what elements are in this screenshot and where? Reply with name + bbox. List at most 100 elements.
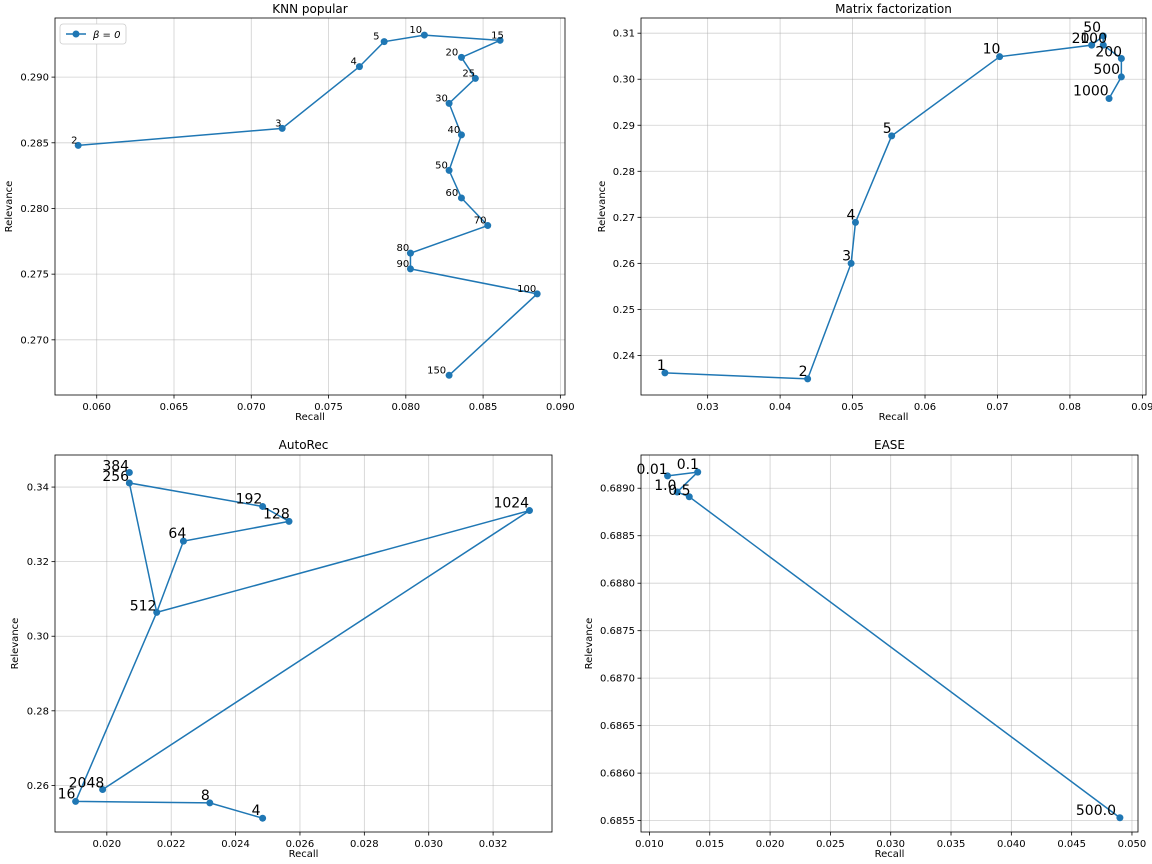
axes-frame — [640, 454, 1139, 833]
point-label: 4 — [252, 803, 261, 819]
y-tick-label: 0.24 — [613, 351, 635, 362]
point-label: 0.5 — [668, 483, 690, 499]
point-label: 5 — [373, 32, 379, 43]
axes-frame — [54, 454, 553, 833]
x-tick-label: 0.050 — [1118, 839, 1147, 850]
x-tick-label: 0.025 — [816, 839, 845, 850]
y-tick-label: 0.270 — [20, 335, 49, 346]
chart-title: EASE — [874, 438, 905, 452]
x-tick-label: 0.07 — [986, 402, 1008, 413]
data-point — [533, 290, 541, 298]
point-label: 5 — [883, 121, 892, 137]
data-point — [664, 472, 672, 480]
y-tick-label: 0.30 — [27, 632, 49, 643]
point-label: 128 — [263, 506, 290, 522]
x-tick-label: 0.020 — [93, 839, 122, 850]
data-point — [888, 132, 896, 140]
y-tick-label: 0.29 — [613, 121, 635, 132]
data-point — [525, 507, 533, 515]
y-tick-label: 0.6860 — [600, 769, 635, 780]
data-point — [445, 166, 453, 174]
x-axis-label: Recall — [875, 849, 905, 860]
y-tick-label: 0.28 — [27, 706, 49, 717]
axes-frame — [54, 17, 566, 396]
x-tick-label: 0.080 — [391, 402, 420, 413]
data-point — [471, 74, 479, 82]
y-tick-label: 0.6870 — [600, 674, 635, 685]
data-point — [457, 53, 465, 61]
x-tick-label: 0.05 — [841, 402, 863, 413]
chart-title: AutoRec — [279, 438, 329, 452]
data-point — [355, 63, 363, 71]
point-label: 500 — [1093, 62, 1120, 78]
x-tick-label: 0.040 — [997, 839, 1026, 850]
y-axis-label: Relevance — [4, 181, 15, 233]
data-point — [1088, 41, 1096, 49]
point-label: 192 — [236, 491, 263, 507]
y-axis-label: Relevance — [10, 618, 21, 670]
y-axis-label: Relevance — [597, 181, 608, 233]
data-point — [694, 468, 702, 476]
y-tick-label: 0.6880 — [600, 579, 635, 590]
x-tick-label: 0.090 — [546, 402, 575, 413]
x-axis-label: Recall — [295, 412, 325, 423]
y-tick-label: 0.6885 — [600, 531, 635, 542]
data-point — [1116, 814, 1124, 822]
axes-frame — [640, 17, 1147, 396]
point-label: 50 — [1083, 20, 1101, 36]
point-label: 90 — [396, 259, 409, 270]
x-tick-label: 0.065 — [160, 402, 189, 413]
point-label: 2 — [799, 364, 808, 380]
data-point — [206, 799, 214, 807]
y-tick-label: 0.6865 — [600, 721, 635, 732]
point-label: 60 — [445, 188, 458, 199]
point-label: 1024 — [493, 496, 529, 512]
point-label: 3 — [842, 248, 851, 264]
data-point — [445, 99, 453, 107]
y-tick-label: 0.285 — [20, 138, 49, 149]
subplot-2: 0.03 0.04 0.05 0.06 0.07 0.08 0.09 0.24 0.25 0.26… — [597, 2, 1152, 423]
point-label: 20 — [1072, 31, 1090, 47]
y-tick-label: 0.290 — [20, 73, 49, 84]
data-point — [1105, 95, 1113, 103]
point-label: 1.0 — [654, 478, 676, 494]
y-tick-label: 0.30 — [613, 75, 635, 86]
point-label: 50 — [435, 160, 448, 171]
x-tick-label: 0.08 — [1059, 402, 1081, 413]
x-tick-label: 0.06 — [914, 402, 936, 413]
x-tick-label: 0.075 — [314, 402, 343, 413]
data-point — [851, 218, 859, 226]
point-label: 16 — [58, 786, 76, 802]
x-tick-label: 0.030 — [876, 839, 905, 850]
data-point — [420, 31, 428, 39]
data-point — [457, 194, 465, 202]
y-axis-label: Relevance — [584, 618, 595, 670]
x-tick-label: 0.022 — [157, 839, 186, 850]
y-tick-label: 0.34 — [27, 483, 49, 494]
point-label: 500.0 — [1076, 803, 1116, 819]
x-tick-label: 0.085 — [469, 402, 498, 413]
y-tick-label: 0.280 — [20, 204, 49, 215]
data-point — [153, 608, 161, 616]
chart-title: Matrix factorization — [835, 2, 952, 16]
x-tick-label: 0.010 — [635, 839, 664, 850]
data-point — [673, 488, 681, 496]
x-tick-label: 0.030 — [414, 839, 443, 850]
point-label: 200 — [1095, 45, 1122, 61]
point-label: 15 — [491, 30, 504, 41]
point-label: 100 — [1080, 31, 1107, 47]
x-tick-label: 0.060 — [82, 402, 111, 413]
point-label: 40 — [447, 125, 460, 136]
data-point — [125, 469, 133, 477]
data-point — [380, 38, 388, 46]
data-point — [1099, 41, 1107, 49]
data-point — [406, 265, 414, 273]
data-point — [1117, 73, 1125, 81]
data-point — [285, 517, 293, 525]
point-label: 80 — [396, 243, 409, 254]
point-label: 2048 — [69, 775, 105, 791]
data-point — [179, 537, 187, 545]
legend-marker — [72, 30, 80, 38]
y-tick-label: 0.32 — [27, 557, 49, 568]
